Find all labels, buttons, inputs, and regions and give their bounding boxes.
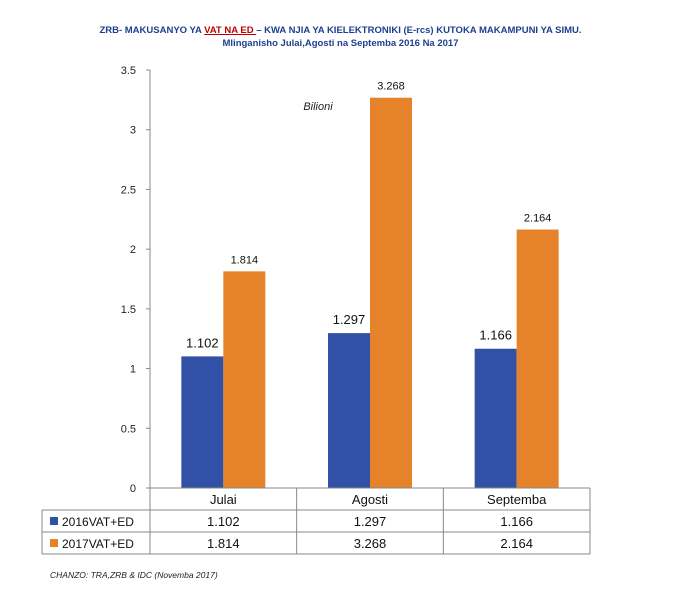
data-label: 1.102 — [186, 335, 219, 350]
data-label: 1.297 — [333, 312, 366, 327]
table-cell-value: 1.166 — [500, 514, 533, 529]
table-cell-value: 2.164 — [500, 536, 533, 551]
table-cell-value: 1.814 — [207, 536, 240, 551]
y-tick-label: 3.5 — [121, 65, 136, 77]
unit-annotation: Bilioni — [303, 101, 333, 113]
table-cell-value: 3.268 — [354, 536, 387, 551]
legend-label: 2016VAT+ED — [62, 515, 134, 529]
data-label: 2.164 — [524, 213, 552, 225]
source-note: CHANZO: TRA,ZRB & IDC (Novemba 2017) — [50, 570, 218, 580]
y-tick-label: 2.5 — [121, 184, 136, 196]
chart-title: ZRB- MAKUSANYO YA VAT NA ED – KWA NJIA Y… — [0, 24, 681, 50]
x-category-label: Septemba — [487, 492, 547, 507]
title-text-part2: – KWA NJIA YA KIELEKTRONIKI (E-rcs) KUTO… — [256, 25, 582, 36]
bar-2016VAT+ED-Agosti — [328, 333, 370, 488]
table-cell-value: 1.297 — [354, 514, 387, 529]
x-category-label: Julai — [210, 492, 237, 507]
y-tick-label: 0 — [130, 483, 136, 495]
data-label: 3.268 — [377, 81, 405, 93]
table-cell-value: 1.102 — [207, 514, 240, 529]
bar-2016VAT+ED-Julai — [181, 356, 224, 488]
y-tick-label: 1 — [130, 364, 136, 376]
y-tick-label: 0.5 — [121, 423, 136, 435]
legend-swatch-2016VAT+ED — [50, 517, 58, 525]
title-highlight: VAT NA ED — [204, 25, 257, 36]
bar-2017VAT+ED-Julai — [223, 271, 266, 488]
chart-subtitle: Mlinganisho Julai,Agosti na Septemba 201… — [222, 38, 459, 49]
title-line: ZRB- MAKUSANYO YA VAT NA ED – KWA NJIA Y… — [0, 24, 681, 37]
data-label: 1.814 — [231, 254, 259, 266]
legend-swatch-2017VAT+ED — [50, 539, 58, 547]
legend-label: 2017VAT+ED — [62, 537, 134, 551]
y-tick-label: 2 — [130, 244, 136, 256]
x-category-label: Agosti — [352, 492, 388, 507]
title-text-part1: ZRB- MAKUSANYO YA — [99, 25, 205, 36]
y-tick-label: 1.5 — [121, 304, 136, 316]
y-tick-label: 3 — [130, 125, 136, 137]
bar-2017VAT+ED-Agosti — [370, 97, 412, 488]
bar-2016VAT+ED-Septemba — [474, 348, 517, 488]
data-label: 1.166 — [479, 328, 512, 343]
bar-2017VAT+ED-Septemba — [516, 229, 559, 488]
